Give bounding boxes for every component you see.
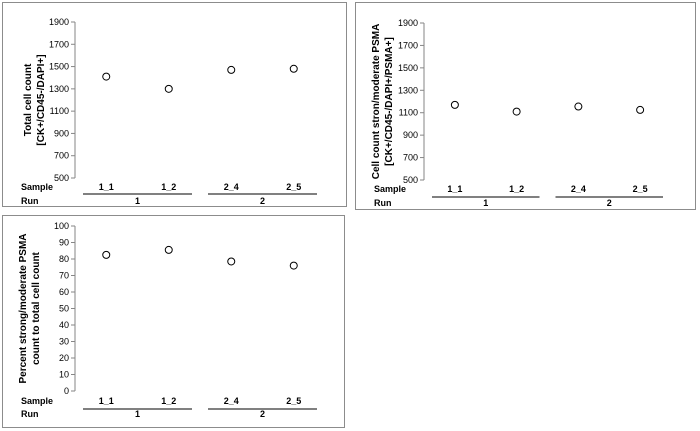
run-row-label: Run [21, 409, 39, 419]
sample-category-label: 1_2 [161, 396, 176, 406]
y-tick-label: 30 [59, 337, 69, 347]
run-group-label: 1 [135, 409, 140, 419]
y-tick-label: 60 [59, 287, 69, 297]
y-tick-label: 1100 [399, 108, 418, 118]
chart-panel-total-cell-count: 500 700 900 1100 1300 1500 1700 1900 Total cell … [2, 2, 347, 207]
y-tick-label: 700 [54, 151, 69, 161]
sample-row-label: Sample [21, 182, 53, 192]
sample-category-label: 2_5 [286, 182, 301, 192]
y-tick-label: 10 [59, 370, 69, 380]
y-tick-label: 70 [59, 271, 69, 281]
sample-category-label: 1_2 [509, 184, 524, 194]
data-point [512, 107, 521, 116]
y-tick-label: 500 [403, 175, 418, 185]
sample-category-label: 1_1 [447, 184, 462, 194]
y-axis-label: Cell count stron/moderate PSMA [CK+/CD45-… [371, 24, 395, 180]
y-tick-label: 20 [59, 353, 69, 363]
chart-total-cell-count: 500 700 900 1100 1300 1500 1700 1900 Total cell … [21, 17, 317, 206]
data-point [164, 84, 173, 93]
y-tick-label: 90 [59, 238, 69, 248]
y-tick-label: 1900 [49, 17, 69, 27]
y-tick-label: 1900 [398, 18, 418, 28]
data-point [164, 245, 173, 254]
sample-category-label: 1_2 [161, 182, 176, 192]
y-tick-label: 900 [54, 128, 69, 138]
data-point [574, 102, 583, 111]
sample-row-label: Sample [21, 396, 53, 406]
run-group-label: 2 [607, 198, 612, 208]
y-axis-label: Total cell count [CK+/CD45-/DAPI+] [23, 54, 47, 145]
data-point [636, 105, 645, 114]
y-tick-label: 1700 [398, 40, 418, 50]
sample-category-label: 2_5 [633, 184, 648, 194]
y-tick-label: 900 [403, 130, 418, 140]
run-group-label: 2 [260, 409, 265, 419]
y-tick-label: 0 [64, 386, 69, 396]
sample-category-label: 2_5 [286, 396, 301, 406]
y-tick-label: 500 [54, 173, 69, 183]
y-tick-label: 700 [403, 153, 418, 163]
chart-panel-percent-psma: 0 10 20 30 40 50 60 70 80 90 100 Percent strong/mod… [2, 215, 345, 428]
y-axis-label-line: [CK+/CD45-/DAPI+] [36, 54, 47, 145]
y-axis-label-line: Cell count stron/moderate PSMA [371, 24, 382, 180]
y-tick-label: 1500 [398, 63, 418, 73]
sample-category-label: 1_1 [99, 182, 114, 192]
sample-category-label: 2_4 [224, 182, 239, 192]
data-point [227, 65, 236, 74]
y-axis-label-line: [CK+/CD45-/DAPI+/PSMA+] [384, 37, 395, 166]
run-group-label: 1 [483, 198, 488, 208]
data-point [289, 261, 298, 270]
data-point [102, 250, 111, 259]
y-tick-label: 80 [59, 254, 69, 264]
y-tick-label: 50 [59, 304, 69, 314]
run-row-label: Run [21, 196, 39, 206]
run-group-label: 1 [135, 196, 140, 206]
y-axis-label-line: Total cell count [23, 63, 34, 136]
data-point [450, 100, 459, 109]
sample-category-label: 1_1 [99, 396, 114, 406]
y-tick-label: 1700 [49, 39, 69, 49]
chart-percent-psma: 0 10 20 30 40 50 60 70 80 90 100 Percent strong/mod… [18, 221, 317, 419]
data-point [227, 257, 236, 266]
y-tick-label: 100 [54, 221, 69, 231]
y-tick-label: 1300 [49, 84, 69, 94]
sample-category-label: 2_4 [571, 184, 586, 194]
chart-panel-psma-cell-count: 500 700 900 1100 1300 1500 1700 1900 Cell count … [355, 2, 696, 210]
sample-row-label: Sample [374, 184, 406, 194]
run-row-label: Run [374, 198, 392, 208]
y-tick-label: 1500 [49, 62, 69, 72]
y-axis-label-line: Percent strong/moderate PSMA [18, 233, 29, 383]
data-point [289, 64, 298, 73]
y-tick-label: 40 [59, 320, 69, 330]
y-tick-label: 1300 [398, 85, 418, 95]
y-tick-label: 1100 [50, 106, 69, 116]
run-group-label: 2 [260, 196, 265, 206]
y-axis-label-line: count to total cell count [31, 251, 42, 364]
sample-category-label: 2_4 [224, 396, 239, 406]
y-axis-label: Percent strong/moderate PSMA count to tot… [18, 233, 42, 383]
data-point [102, 72, 111, 81]
